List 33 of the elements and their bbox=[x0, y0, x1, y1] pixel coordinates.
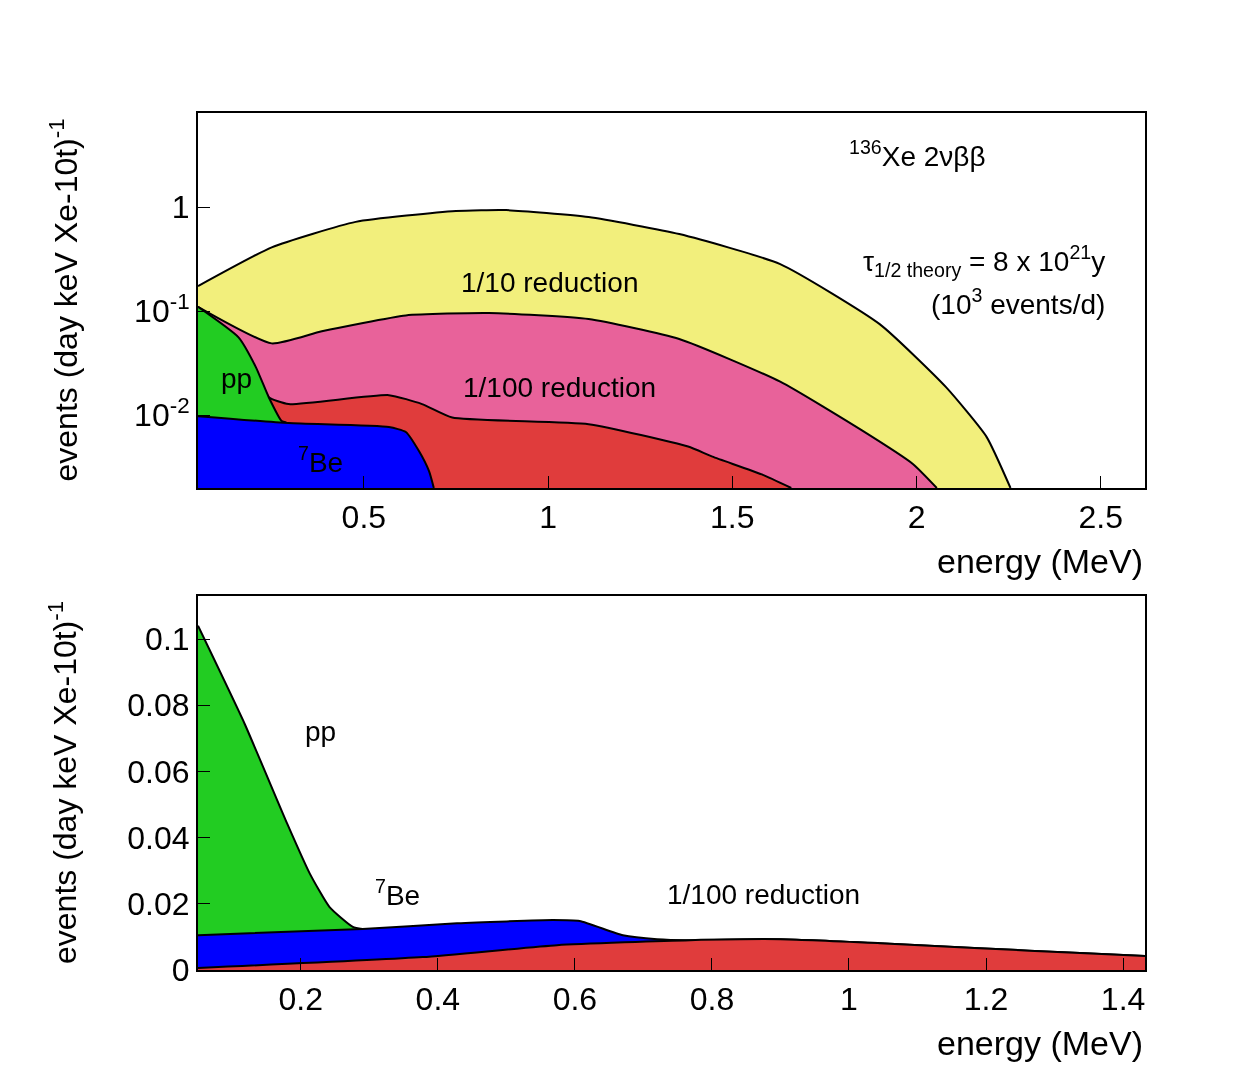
x-tick-label: 0.8 bbox=[689, 981, 735, 1018]
y-tick-label: 1 bbox=[171, 189, 190, 226]
y-tick-label: 0 bbox=[171, 952, 190, 989]
series-label: pp bbox=[221, 363, 253, 394]
x-tick-label: 0.2 bbox=[278, 981, 324, 1018]
x-tick-label: 1 bbox=[539, 499, 557, 536]
x-tick-label: 1 bbox=[840, 981, 858, 1018]
annotation: (10$^{3}$ events/d) bbox=[931, 284, 1106, 320]
x-tick-label: 2 bbox=[907, 499, 926, 536]
series-label: 1/10 reduction bbox=[461, 267, 639, 298]
x-tick-label: 1.5 bbox=[710, 499, 755, 536]
x-tick-label: 2.5 bbox=[1078, 499, 1124, 536]
annotation: τ$_{1/2 theory}$ = 8 x 10$^{21}$y bbox=[863, 241, 1106, 281]
y-tick-label: 0.08 bbox=[127, 687, 190, 724]
series-label: 1/100 reduction bbox=[463, 372, 657, 403]
x-tick-label: 0.6 bbox=[552, 981, 598, 1018]
series-label: pp bbox=[305, 716, 337, 747]
y-tick-label: 0.1 bbox=[145, 621, 190, 658]
x-axis-title: energy (MeV) bbox=[937, 1024, 1143, 1062]
x-axis-title: energy (MeV) bbox=[937, 542, 1143, 580]
y-tick-label: 10$^{-2}$ bbox=[134, 392, 190, 434]
x-tick-label: 0.4 bbox=[415, 981, 461, 1018]
series-label: 1/100 reduction bbox=[667, 879, 861, 910]
y-tick-label: 10$^{-1}$ bbox=[134, 288, 190, 330]
annotation: $^{136}$Xe 2νββ bbox=[849, 136, 986, 172]
series-label: $^{7}$Be bbox=[375, 875, 421, 911]
y-tick-label: 0.02 bbox=[127, 886, 190, 923]
series-label: $^{7}$Be bbox=[298, 442, 344, 478]
y-tick-label: 0.04 bbox=[127, 819, 190, 856]
y-tick-label: 0.06 bbox=[127, 753, 190, 790]
x-tick-label: 1.2 bbox=[963, 981, 1009, 1018]
x-tick-label: 0.5 bbox=[341, 499, 387, 536]
x-tick-label: 1.4 bbox=[1100, 981, 1146, 1018]
